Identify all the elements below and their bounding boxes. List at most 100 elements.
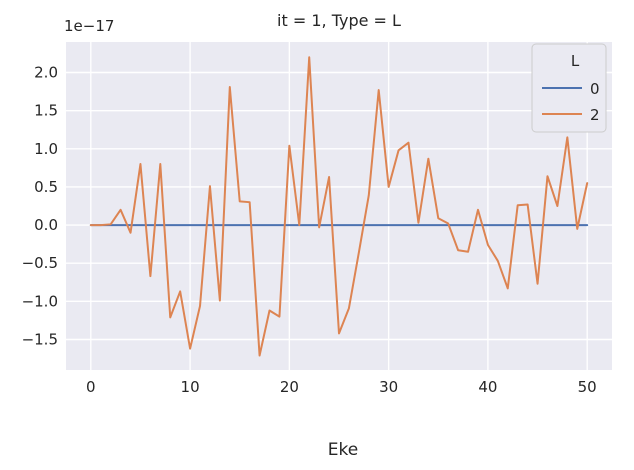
data-point-series-2 <box>90 224 92 226</box>
data-point-series-0 <box>229 224 231 226</box>
data-point-series-0 <box>159 224 161 226</box>
data-point-series-0 <box>348 224 350 226</box>
data-point-series-0 <box>189 224 191 226</box>
data-point-series-2 <box>576 228 578 230</box>
data-point-series-0 <box>368 224 370 226</box>
data-point-series-0 <box>497 224 499 226</box>
data-point-series-0 <box>457 224 459 226</box>
y-tick-label: 1.0 <box>34 140 58 158</box>
y-tick-label: 1.5 <box>34 102 58 120</box>
x-tick-label: 40 <box>478 378 497 396</box>
data-point-series-0 <box>417 224 419 226</box>
data-point-series-2 <box>199 305 201 307</box>
chart-title: it = 1, Type = L <box>277 11 401 30</box>
data-point-series-0 <box>149 224 151 226</box>
data-point-series-0 <box>586 224 588 226</box>
data-point-series-2 <box>338 332 340 334</box>
x-tick-label: 0 <box>86 378 96 396</box>
legend-label-series-2: 2 <box>590 106 600 124</box>
data-point-series-2 <box>219 300 221 302</box>
data-point-series-2 <box>517 204 519 206</box>
data-point-series-2 <box>437 217 439 219</box>
data-point-series-2 <box>189 348 191 350</box>
data-point-series-0 <box>566 224 568 226</box>
tick-labels: 0 10 20 30 40 50−1.5−1.0−0.50.00.51.01.52.0 <box>22 64 597 396</box>
data-point-series-2 <box>378 89 380 91</box>
data-point-series-2 <box>348 307 350 309</box>
data-point-series-2 <box>110 223 112 225</box>
x-tick-label: 20 <box>280 378 299 396</box>
data-point-series-2 <box>388 186 390 188</box>
y-tick-label: −1.5 <box>22 330 58 348</box>
data-point-series-2 <box>120 209 122 211</box>
data-point-series-0 <box>517 224 519 226</box>
data-point-series-2 <box>477 209 479 211</box>
x-tick-label: 10 <box>181 378 200 396</box>
data-point-series-2 <box>278 316 280 318</box>
data-point-series-0 <box>328 224 330 226</box>
data-point-series-2 <box>358 252 360 254</box>
data-point-series-0 <box>120 224 122 226</box>
data-point-series-0 <box>467 224 469 226</box>
data-point-series-0 <box>477 224 479 226</box>
data-point-series-2 <box>209 185 211 187</box>
data-point-series-0 <box>537 224 539 226</box>
data-point-series-0 <box>507 224 509 226</box>
x-axis-title: Eke <box>328 440 358 460</box>
data-point-series-0 <box>259 224 261 226</box>
y-tick-label: 0.0 <box>34 216 58 234</box>
data-point-series-2 <box>487 244 489 246</box>
data-point-series-2 <box>239 200 241 202</box>
data-point-series-0 <box>437 224 439 226</box>
data-point-series-0 <box>308 224 310 226</box>
y-tick-label: 2.0 <box>34 64 58 82</box>
data-point-series-2 <box>566 136 568 138</box>
data-point-series-0 <box>378 224 380 226</box>
data-point-series-2 <box>497 260 499 262</box>
data-point-series-2 <box>527 203 529 205</box>
y-offset-text: 1e−17 <box>64 17 114 35</box>
data-point-series-2 <box>457 249 459 251</box>
series-lines <box>89 56 589 357</box>
data-point-series-2 <box>546 175 548 177</box>
data-point-series-0 <box>199 224 201 226</box>
data-point-series-2 <box>229 86 231 88</box>
series-line-2 <box>89 56 589 357</box>
data-point-series-0 <box>398 224 400 226</box>
y-tick-label: −1.0 <box>22 292 58 310</box>
y-tick-label: 0.5 <box>34 178 58 196</box>
data-point-series-2 <box>269 310 271 312</box>
data-point-series-0 <box>546 224 548 226</box>
data-point-series-2 <box>556 205 558 207</box>
data-point-series-2 <box>130 232 132 234</box>
data-point-series-2 <box>318 226 320 228</box>
data-point-series-2 <box>507 287 509 289</box>
data-point-series-2 <box>407 142 409 144</box>
data-point-series-0 <box>219 224 221 226</box>
data-point-series-2 <box>398 149 400 151</box>
data-point-series-2 <box>298 224 300 226</box>
data-point-series-2 <box>100 224 102 226</box>
y-tick-label: −0.5 <box>22 254 58 272</box>
data-point-series-0 <box>179 224 181 226</box>
data-point-series-0 <box>388 224 390 226</box>
data-point-series-2 <box>417 222 419 224</box>
data-point-series-0 <box>358 224 360 226</box>
data-point-series-0 <box>427 224 429 226</box>
data-point-series-0 <box>209 224 211 226</box>
data-point-series-2 <box>586 182 588 184</box>
data-point-series-2 <box>169 316 171 318</box>
data-point-series-2 <box>149 275 151 277</box>
data-point-series-2 <box>259 355 261 357</box>
data-point-series-0 <box>239 224 241 226</box>
x-tick-label: 30 <box>379 378 398 396</box>
data-point-series-2 <box>159 163 161 165</box>
data-point-series-0 <box>139 224 141 226</box>
data-point-series-2 <box>308 56 310 58</box>
data-point-series-0 <box>527 224 529 226</box>
data-point-series-2 <box>139 163 141 165</box>
data-point-series-2 <box>179 290 181 292</box>
data-point-series-0 <box>338 224 340 226</box>
data-point-series-2 <box>368 194 370 196</box>
